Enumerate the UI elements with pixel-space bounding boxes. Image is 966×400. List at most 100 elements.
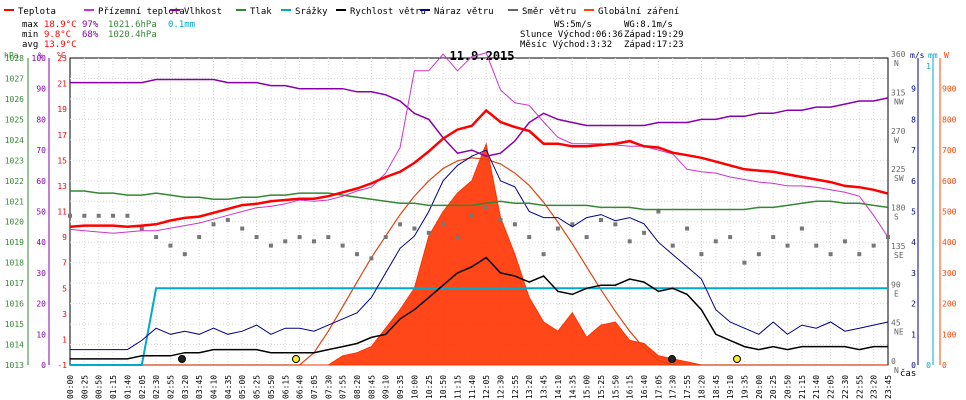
direction-compass-label: SW: [894, 174, 904, 183]
wind-direction-point: [254, 235, 259, 240]
info-moon-set: Západ:17:23: [624, 40, 684, 50]
legend-item-prizemni-teplota: Přízemní teplota: [84, 7, 185, 17]
x-tick-label: 15:50: [611, 375, 620, 399]
wind-direction-point: [168, 243, 173, 248]
stats-max-temp: 18.9°C: [44, 20, 77, 30]
humidity-tick-label: 0: [41, 361, 46, 370]
x-tick-label: 22:55: [855, 375, 864, 399]
radiation-tick-label: 800: [942, 115, 957, 124]
pressure-tick-label: 1014: [5, 341, 24, 350]
radiation-tick-label: 600: [942, 177, 957, 186]
wind-direction-point: [670, 243, 675, 248]
svg-text:Globální záření: Globální záření: [598, 7, 679, 17]
x-tick-label: 02:55: [166, 375, 175, 399]
rain-tick-label: 0: [926, 361, 931, 370]
wind-direction-point: [455, 235, 460, 240]
direction-tick-label: 270: [891, 127, 906, 136]
stats-min-label: min: [22, 30, 38, 40]
direction-compass-label: NW: [894, 97, 904, 106]
info-ws: WS:5m/s: [554, 20, 592, 30]
x-tick-label: 15:00: [583, 375, 592, 399]
humidity-tick-label: 40: [36, 238, 46, 247]
wind-direction-point: [498, 218, 503, 223]
pressure-tick-label: 1025: [5, 115, 24, 124]
wind-direction-point: [613, 222, 618, 227]
x-tick-label: 14:10: [554, 375, 563, 399]
stats-min-hum: 68%: [82, 30, 99, 40]
wind-direction-point: [656, 209, 661, 214]
x-axis: 00:00 00:25 00:50 01:15 01:40 02:05 02:30 02:55…: [66, 375, 893, 399]
wind-direction-point: [240, 226, 245, 231]
x-tick-label: 20:00: [755, 375, 764, 399]
x-tick-label: 08:45: [367, 375, 376, 399]
right-axes: 0N45NE90E135SE180S225SW270W315NW360N0123…: [891, 50, 957, 375]
radiation-unit: W: [944, 51, 949, 60]
x-tick-label: 23:45: [884, 375, 893, 399]
wind-direction-point: [469, 213, 474, 218]
x-tick-label: 12:05: [482, 375, 491, 399]
wind-direction-point: [154, 235, 159, 240]
wind-direction-point: [412, 226, 417, 231]
x-tick-label: 17:05: [654, 375, 663, 399]
direction-compass-label: E: [894, 289, 899, 298]
wind-tick-label: 3: [911, 269, 916, 278]
direction-compass-label: SE: [894, 251, 904, 260]
sunset-marker: [733, 355, 741, 363]
x-tick-label: 10:25: [425, 375, 434, 399]
info-wg: WG:8.1m/s: [624, 20, 673, 30]
temperature-tick-label: 5: [62, 284, 67, 293]
wind-direction-point: [225, 218, 230, 223]
stats-min-temp: 9.8°C: [44, 30, 71, 40]
humidity-tick-label: 20: [36, 300, 46, 309]
direction-tick-label: 225: [891, 165, 906, 174]
x-tick-label: 03:45: [195, 375, 204, 399]
wind-direction-point: [512, 222, 517, 227]
direction-compass-label: N: [894, 59, 899, 68]
humidity-tick-label: 10: [36, 330, 46, 339]
temperature-tick-label: 9: [62, 233, 67, 242]
wind-direction-point: [699, 252, 704, 257]
humidity-unit: %: [38, 51, 43, 60]
humidity-tick-label: 90: [36, 85, 46, 94]
wind-direction-point: [598, 218, 603, 223]
wind-direction-point: [268, 243, 273, 248]
wind-direction-point: [799, 226, 804, 231]
legend-item-globalni-zareni: Globální záření: [584, 7, 679, 17]
wind-direction-point: [541, 252, 546, 257]
x-tick-label: 13:45: [540, 375, 549, 399]
x-tick-label: 10:00: [410, 375, 419, 399]
info-moon: Měsíc Východ:3:32: [520, 40, 612, 50]
radiation-tick-label: 900: [942, 85, 957, 94]
radiation-tick-label: 0: [942, 361, 947, 370]
wind-direction-point: [283, 239, 288, 244]
moonset-marker: [668, 355, 676, 363]
wind-direction-point: [771, 235, 776, 240]
x-tick-label: 20:50: [784, 375, 793, 399]
direction-tick-label: 135: [891, 242, 906, 251]
precipitation-line: [70, 287, 888, 366]
wind-tick-label: 4: [911, 238, 916, 247]
pressure-tick-label: 1028: [5, 54, 24, 63]
humidity-tick-label: 30: [36, 269, 46, 278]
wind-direction-point: [642, 230, 647, 235]
x-tick-label: 12:55: [511, 375, 520, 399]
legend-item-teplota: Teplota: [4, 7, 56, 17]
wind-direction-point: [355, 252, 360, 257]
x-tick-label: 19:35: [740, 375, 749, 399]
x-tick-label: 01:40: [123, 375, 132, 399]
wind-direction-point: [96, 213, 101, 218]
direction-tick-label: 45: [891, 319, 901, 328]
radiation-tick-label: 700: [942, 146, 957, 155]
pressure-tick-label: 1017: [5, 279, 24, 288]
legend-item-srazky: Srážky: [281, 7, 328, 17]
temperature-tick-label: 1: [62, 335, 67, 344]
x-tick-label: 20:25: [769, 375, 778, 399]
pressure-tick-label: 1018: [5, 259, 24, 268]
temperature-tick-label: -1: [57, 361, 67, 370]
x-tick-label: 07:55: [339, 375, 348, 399]
x-tick-label: 06:15: [281, 375, 290, 399]
pressure-tick-label: 1019: [5, 238, 24, 247]
x-tick-label: 12:30: [497, 375, 506, 399]
x-tick-label: 17:30: [669, 375, 678, 399]
